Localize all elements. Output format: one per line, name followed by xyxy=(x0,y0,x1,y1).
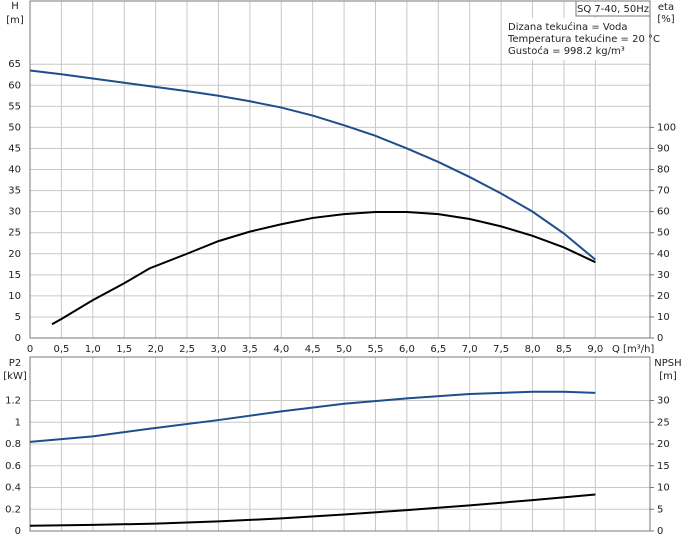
y-tick-label: 35 xyxy=(8,186,21,197)
y2-tick-label: 10 xyxy=(657,312,670,323)
chart-title: SQ 7-40, 50Hz xyxy=(577,4,649,15)
y2-tick-label: 50 xyxy=(657,228,670,239)
y2-tick-label: 60 xyxy=(657,207,670,218)
y-tick-label: 20 xyxy=(8,249,21,260)
y-tick-label: 25 xyxy=(8,228,21,239)
y2-tick-label: 0 xyxy=(657,526,663,537)
x-tick-label: 5,5 xyxy=(368,344,384,355)
y-tick-label: 15 xyxy=(8,270,21,281)
info-box xyxy=(505,18,649,60)
y2-tick-label: 5 xyxy=(657,504,663,515)
y-tick-label: 40 xyxy=(8,165,21,176)
y2-label: NPSH xyxy=(654,358,681,369)
y-tick-label: 1.2 xyxy=(5,396,21,407)
x-tick-label: 3,0 xyxy=(210,344,226,355)
x-tick-label: 1,0 xyxy=(85,344,101,355)
y2-unit: [%] xyxy=(657,14,674,25)
x-tick-label: 8,0 xyxy=(525,344,541,355)
y2-unit: [m] xyxy=(659,371,677,382)
data-line xyxy=(29,493,596,527)
x-axis-label: Q [m³/h] xyxy=(612,344,654,355)
data-line xyxy=(29,69,596,261)
y-tick-label: 0.6 xyxy=(5,461,21,472)
y-tick-label: 30 xyxy=(8,207,21,218)
x-tick-label: 0 xyxy=(27,344,33,355)
x-tick-label: 9,0 xyxy=(587,344,603,355)
y2-label: eta xyxy=(658,2,674,13)
y2-tick-label: 90 xyxy=(657,143,670,154)
y2-tick-label: 0 xyxy=(657,333,663,344)
data-line xyxy=(29,390,596,443)
x-tick-label: 2,0 xyxy=(148,344,164,355)
y-tick-label: 10 xyxy=(8,291,21,302)
y2-tick-label: 15 xyxy=(657,461,670,472)
y2-tick-label: 70 xyxy=(657,186,670,197)
y-tick-label: 65 xyxy=(8,59,21,70)
x-tick-label: 5,0 xyxy=(336,344,352,355)
info-text: Gustoća = 998.2 kg/m³ xyxy=(508,45,625,57)
y2-tick-label: 20 xyxy=(657,291,670,302)
y-tick-label: 0.4 xyxy=(5,483,21,494)
y-unit: [m] xyxy=(6,15,24,26)
y2-tick-label: 30 xyxy=(657,396,670,407)
y-unit: [kW] xyxy=(3,371,27,382)
x-tick-label: 4,5 xyxy=(305,344,321,355)
y-label: H xyxy=(11,1,19,12)
y2-tick-label: 100 xyxy=(657,122,676,133)
y-tick-label: 1 xyxy=(15,417,21,428)
data-line xyxy=(51,211,596,326)
x-tick-label: 7,0 xyxy=(462,344,478,355)
y-tick-label: 45 xyxy=(8,143,21,154)
title-box xyxy=(575,0,651,17)
y-label: P2 xyxy=(9,358,21,369)
y2-tick-label: 10 xyxy=(657,483,670,494)
info-text: Dizana tekućina = Voda xyxy=(508,21,628,33)
x-tick-label: 3,5 xyxy=(242,344,258,355)
y-tick-label: 50 xyxy=(8,122,21,133)
x-tick-label: 6,0 xyxy=(399,344,415,355)
y2-tick-label: 80 xyxy=(657,165,670,176)
y-tick-label: 0.2 xyxy=(5,504,21,515)
y2-tick-label: 25 xyxy=(657,417,670,428)
x-tick-label: 8,5 xyxy=(556,344,572,355)
y-tick-label: 55 xyxy=(8,101,21,112)
x-tick-label: 7,5 xyxy=(493,344,509,355)
y-tick-label: 5 xyxy=(15,312,21,323)
x-tick-label: 1,5 xyxy=(116,344,132,355)
info-text: Temperatura tekućine = 20 °C xyxy=(507,33,660,45)
y2-tick-label: 30 xyxy=(657,270,670,281)
y-tick-label: 0 xyxy=(15,333,21,344)
y-tick-label: 0 xyxy=(15,526,21,537)
y-tick-label: 60 xyxy=(8,80,21,91)
x-tick-label: 4,0 xyxy=(273,344,289,355)
x-tick-label: 0,5 xyxy=(53,344,69,355)
y2-tick-label: 40 xyxy=(657,249,670,260)
x-tick-label: 6,5 xyxy=(430,344,446,355)
y-tick-label: 0.8 xyxy=(5,439,21,450)
y2-tick-label: 20 xyxy=(657,439,670,450)
x-tick-label: 2,5 xyxy=(179,344,195,355)
